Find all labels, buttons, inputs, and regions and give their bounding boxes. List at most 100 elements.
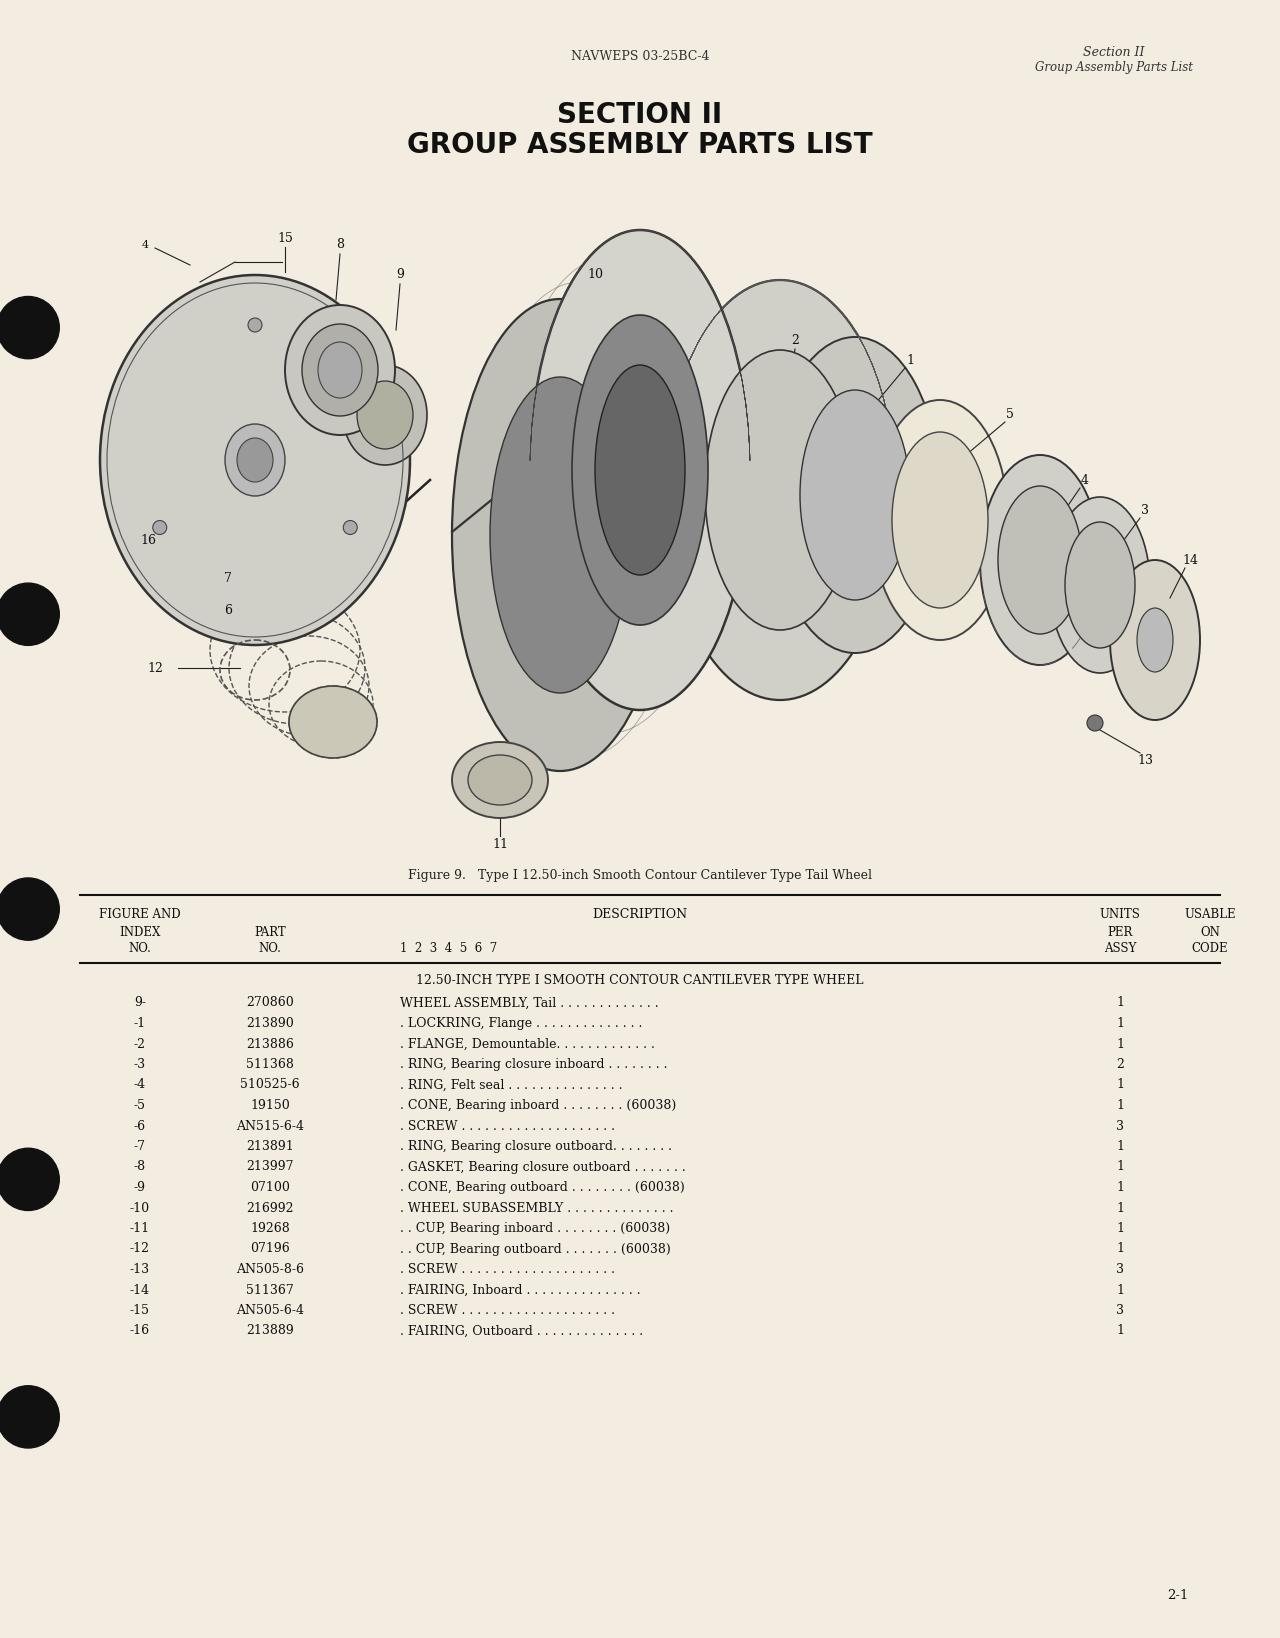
Ellipse shape <box>225 424 285 496</box>
Text: . RING, Bearing closure outboard. . . . . . . .: . RING, Bearing closure outboard. . . . … <box>399 1140 672 1153</box>
Text: . . CUP, Bearing inboard . . . . . . . . (60038): . . CUP, Bearing inboard . . . . . . . .… <box>399 1222 671 1235</box>
Text: CODE: CODE <box>1192 942 1229 955</box>
Text: INDEX: INDEX <box>119 925 161 939</box>
Ellipse shape <box>705 351 855 631</box>
Ellipse shape <box>289 686 378 758</box>
Text: 216992: 216992 <box>246 1202 293 1214</box>
Text: AN515-6-4: AN515-6-4 <box>236 1119 305 1132</box>
Ellipse shape <box>872 400 1009 640</box>
Text: 3: 3 <box>1116 1119 1124 1132</box>
Text: 5: 5 <box>1006 408 1014 421</box>
Text: 12.50-INCH TYPE I SMOOTH CONTOUR CANTILEVER TYPE WHEEL: 12.50-INCH TYPE I SMOOTH CONTOUR CANTILE… <box>416 973 864 986</box>
Text: -13: -13 <box>131 1263 150 1276</box>
Text: 1  2  3  4  5  6  7: 1 2 3 4 5 6 7 <box>399 942 497 955</box>
Text: 9: 9 <box>396 269 404 282</box>
Text: Figure 9.   Type I 12.50-inch Smooth Contour Cantilever Type Tail Wheel: Figure 9. Type I 12.50-inch Smooth Conto… <box>408 868 872 881</box>
Text: 1: 1 <box>1116 1181 1124 1194</box>
Circle shape <box>0 1148 59 1210</box>
Text: . . CUP, Bearing outboard . . . . . . . (60038): . . CUP, Bearing outboard . . . . . . . … <box>399 1243 671 1255</box>
Text: . FAIRING, Outboard . . . . . . . . . . . . . .: . FAIRING, Outboard . . . . . . . . . . … <box>399 1325 643 1338</box>
Text: 213997: 213997 <box>246 1160 293 1173</box>
Text: 3: 3 <box>1140 503 1149 516</box>
Text: AN505-8-6: AN505-8-6 <box>236 1263 305 1276</box>
Circle shape <box>0 296 59 359</box>
Text: . CONE, Bearing inboard . . . . . . . . (60038): . CONE, Bearing inboard . . . . . . . . … <box>399 1099 676 1112</box>
Text: 1: 1 <box>1116 1037 1124 1050</box>
Text: PART: PART <box>255 925 285 939</box>
Text: . GASKET, Bearing closure outboard . . . . . . .: . GASKET, Bearing closure outboard . . .… <box>399 1160 686 1173</box>
Text: 07100: 07100 <box>250 1181 291 1194</box>
Text: 13: 13 <box>1137 753 1153 767</box>
Text: 213890: 213890 <box>246 1017 294 1030</box>
Text: 511368: 511368 <box>246 1058 294 1071</box>
Text: ASSY: ASSY <box>1103 942 1137 955</box>
Text: -6: -6 <box>134 1119 146 1132</box>
Text: 1: 1 <box>1116 1202 1124 1214</box>
Text: UNITS: UNITS <box>1100 909 1140 922</box>
Text: 4: 4 <box>1082 473 1089 486</box>
Text: -8: -8 <box>134 1160 146 1173</box>
Ellipse shape <box>666 280 895 699</box>
Text: 1: 1 <box>1116 1284 1124 1297</box>
Ellipse shape <box>343 365 428 465</box>
Text: -7: -7 <box>134 1140 146 1153</box>
Ellipse shape <box>771 337 940 654</box>
Text: . WHEEL SUBASSEMBLY . . . . . . . . . . . . . .: . WHEEL SUBASSEMBLY . . . . . . . . . . … <box>399 1202 673 1214</box>
Text: 1: 1 <box>1116 1017 1124 1030</box>
Text: DESCRIPTION: DESCRIPTION <box>593 909 687 922</box>
Ellipse shape <box>1087 716 1103 731</box>
Ellipse shape <box>317 342 362 398</box>
Text: -3: -3 <box>134 1058 146 1071</box>
Text: 1: 1 <box>1116 1078 1124 1091</box>
Text: 1: 1 <box>1116 1222 1124 1235</box>
Text: NAVWEPS 03-25BC-4: NAVWEPS 03-25BC-4 <box>571 51 709 64</box>
Ellipse shape <box>152 521 166 534</box>
Text: 15: 15 <box>276 231 293 244</box>
Text: 1: 1 <box>1116 1140 1124 1153</box>
Text: . SCREW . . . . . . . . . . . . . . . . . . . .: . SCREW . . . . . . . . . . . . . . . . … <box>399 1263 614 1276</box>
Text: GROUP ASSEMBLY PARTS LIST: GROUP ASSEMBLY PARTS LIST <box>407 131 873 159</box>
Ellipse shape <box>572 314 708 626</box>
Text: WHEEL ASSEMBLY, Tail . . . . . . . . . . . . .: WHEEL ASSEMBLY, Tail . . . . . . . . . .… <box>399 996 659 1009</box>
Text: USABLE: USABLE <box>1184 909 1235 922</box>
Text: 510525-6: 510525-6 <box>241 1078 300 1091</box>
Ellipse shape <box>1050 496 1149 673</box>
Text: . FAIRING, Inboard . . . . . . . . . . . . . . .: . FAIRING, Inboard . . . . . . . . . . .… <box>399 1284 640 1297</box>
Ellipse shape <box>1137 608 1172 672</box>
Text: 16: 16 <box>140 534 156 547</box>
Text: -4: -4 <box>134 1078 146 1091</box>
Text: -2: -2 <box>134 1037 146 1050</box>
Ellipse shape <box>530 229 750 709</box>
Ellipse shape <box>1110 560 1201 721</box>
Ellipse shape <box>595 365 685 575</box>
Circle shape <box>0 878 59 940</box>
Text: 19268: 19268 <box>250 1222 289 1235</box>
Text: 2-1: 2-1 <box>1167 1589 1188 1602</box>
Text: 12: 12 <box>147 662 163 675</box>
Ellipse shape <box>892 432 988 608</box>
Text: AN505-6-4: AN505-6-4 <box>236 1304 305 1317</box>
Text: 11: 11 <box>492 839 508 852</box>
Text: -15: -15 <box>131 1304 150 1317</box>
Text: 7: 7 <box>224 572 232 585</box>
Text: -1: -1 <box>134 1017 146 1030</box>
Text: SECTION II: SECTION II <box>557 102 723 129</box>
Text: 3: 3 <box>1116 1263 1124 1276</box>
Text: ON: ON <box>1201 925 1220 939</box>
Text: . SCREW . . . . . . . . . . . . . . . . . . . .: . SCREW . . . . . . . . . . . . . . . . … <box>399 1304 614 1317</box>
Text: NO.: NO. <box>259 942 282 955</box>
Text: NO.: NO. <box>128 942 151 955</box>
Ellipse shape <box>357 382 413 449</box>
Text: -14: -14 <box>131 1284 150 1297</box>
Text: -16: -16 <box>131 1325 150 1338</box>
Text: 270860: 270860 <box>246 996 294 1009</box>
Text: -5: -5 <box>134 1099 146 1112</box>
Text: -10: -10 <box>131 1202 150 1214</box>
Text: Section II: Section II <box>1083 46 1144 59</box>
Text: 511367: 511367 <box>246 1284 294 1297</box>
Circle shape <box>0 583 59 645</box>
Ellipse shape <box>998 486 1082 634</box>
Text: 1: 1 <box>906 354 914 367</box>
Text: . SCREW . . . . . . . . . . . . . . . . . . . .: . SCREW . . . . . . . . . . . . . . . . … <box>399 1119 614 1132</box>
Ellipse shape <box>237 437 273 482</box>
